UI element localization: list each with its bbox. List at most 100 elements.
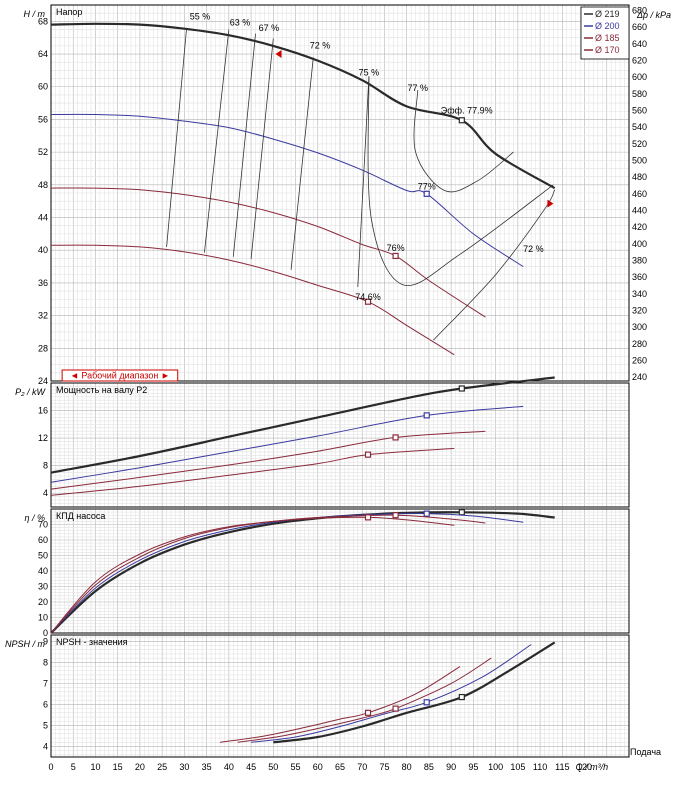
x-tick-label: 115 bbox=[555, 762, 569, 772]
legend-item: Ø 219 bbox=[595, 9, 620, 19]
x-tick-label: 25 bbox=[157, 762, 167, 772]
operating-point-marker bbox=[458, 117, 465, 124]
y-tick-label: 12 bbox=[38, 433, 48, 443]
y-axis-label: NPSH / m bbox=[5, 639, 46, 649]
y-tick-label-right: 460 bbox=[632, 189, 647, 199]
y-tick-label: 8 bbox=[43, 461, 48, 471]
series-line bbox=[50, 447, 455, 496]
x-tick-label: 45 bbox=[246, 762, 256, 772]
x-tick-label: 50 bbox=[268, 762, 278, 772]
y-tick-label: 24 bbox=[38, 376, 48, 386]
iso-efficiency-line bbox=[357, 76, 370, 288]
efficiency-label: 67 % bbox=[259, 23, 280, 33]
efficiency-label: 63 % bbox=[230, 17, 251, 27]
operating-point-marker bbox=[364, 514, 372, 521]
y-tick-label-right: 360 bbox=[632, 272, 647, 282]
operating-point-marker bbox=[392, 512, 399, 519]
efficiency-label: 55 % bbox=[190, 12, 211, 22]
y-tick-label: 60 bbox=[38, 535, 48, 545]
y-tick-label-right: 540 bbox=[632, 122, 647, 132]
y-tick-label: 9 bbox=[43, 636, 48, 646]
iso-efficiency-line bbox=[203, 29, 230, 253]
y-tick-label: 6 bbox=[43, 699, 48, 709]
y-tick-label-right: 480 bbox=[632, 172, 647, 182]
y-tick-label: 16 bbox=[38, 406, 48, 416]
efficiency-label: 75 % bbox=[359, 67, 380, 77]
y-tick-label: 4 bbox=[43, 741, 48, 751]
panel-title: КПД насоса bbox=[56, 511, 105, 521]
y-tick-label-right: 420 bbox=[632, 222, 647, 232]
y-tick-label: 32 bbox=[38, 311, 48, 321]
y-tick-label: 64 bbox=[38, 49, 48, 59]
series-line bbox=[50, 113, 524, 268]
iso-efficiency-line bbox=[290, 57, 314, 270]
panel-frame bbox=[50, 4, 630, 382]
panel-frame bbox=[50, 382, 630, 508]
y-tick-label: 28 bbox=[38, 343, 48, 353]
y-tick-label-right: 260 bbox=[632, 356, 647, 366]
y-axis-label: H / m bbox=[24, 9, 46, 19]
legend-item: Ø 185 bbox=[595, 33, 620, 43]
series-line bbox=[50, 244, 455, 356]
panel-power bbox=[50, 376, 630, 508]
operating-point-marker bbox=[392, 434, 399, 441]
efficiency-label: 77 % bbox=[408, 83, 429, 93]
y-tick-label: 5 bbox=[43, 720, 48, 730]
efficiency-label: Эфф. 77.9% bbox=[441, 106, 493, 116]
efficiency-label: 77% bbox=[418, 182, 436, 192]
series-line bbox=[50, 405, 524, 483]
operating-point-marker bbox=[458, 693, 465, 701]
y-tick-label: 0 bbox=[43, 628, 48, 638]
x-tick-label: 65 bbox=[335, 762, 345, 772]
y-axis-label-right: Δp / kPa bbox=[636, 10, 671, 20]
y-tick-label: 8 bbox=[43, 657, 48, 667]
efficiency-label: 74.6% bbox=[355, 292, 381, 302]
series-line bbox=[50, 22, 556, 190]
x-tick-label: 20 bbox=[135, 762, 145, 772]
x-tick-label: 15 bbox=[113, 762, 123, 772]
operating-point-marker bbox=[423, 699, 430, 706]
x-tick-label: 55 bbox=[291, 762, 301, 772]
y-tick-label: 44 bbox=[38, 213, 48, 223]
iso-efficiency-line bbox=[367, 76, 554, 287]
y-tick-label: 4 bbox=[43, 488, 48, 498]
y-tick-label-right: 440 bbox=[632, 206, 647, 216]
series-line bbox=[50, 516, 455, 634]
operating-point-marker bbox=[423, 412, 430, 419]
iso-efficiency-line bbox=[433, 189, 556, 341]
series-line bbox=[273, 641, 556, 744]
y-tick-label-right: 600 bbox=[632, 72, 647, 82]
x-tick-label: 105 bbox=[510, 762, 525, 772]
y-tick-label: 60 bbox=[38, 82, 48, 92]
y-tick-label: 36 bbox=[38, 278, 48, 288]
series-line bbox=[50, 513, 524, 634]
series-line bbox=[237, 657, 492, 743]
y-tick-label-right: 320 bbox=[632, 306, 647, 316]
legend-item: Ø 200 bbox=[595, 21, 620, 31]
operating-point-marker bbox=[458, 385, 465, 392]
y-tick-label-right: 580 bbox=[632, 89, 647, 99]
y-tick-label: 50 bbox=[38, 551, 48, 561]
panel-title: Напор bbox=[56, 7, 82, 17]
y-tick-label: 52 bbox=[38, 147, 48, 157]
y-tick-label: 7 bbox=[43, 678, 48, 688]
x-tick-label: 40 bbox=[224, 762, 234, 772]
series-line bbox=[50, 511, 555, 634]
series-line bbox=[251, 644, 532, 743]
y-tick-label-right: 640 bbox=[632, 39, 647, 49]
x-axis-label: Q / m³/h bbox=[576, 762, 609, 772]
panel-title: Мощность на валу P2 bbox=[56, 385, 147, 395]
panel-title: NPSH - значения bbox=[56, 637, 128, 647]
operating-point-marker bbox=[423, 510, 430, 517]
y-tick-label: 68 bbox=[38, 16, 48, 26]
efficiency-label: 76% bbox=[387, 243, 405, 253]
y-tick-label: 30 bbox=[38, 582, 48, 592]
x-tick-label: 75 bbox=[379, 762, 389, 772]
y-tick-label-right: 500 bbox=[632, 156, 647, 166]
operating-range-box bbox=[61, 369, 179, 382]
series-line bbox=[219, 666, 461, 743]
operating-point-marker bbox=[392, 705, 399, 712]
x-tick-label: 120 bbox=[577, 762, 592, 772]
